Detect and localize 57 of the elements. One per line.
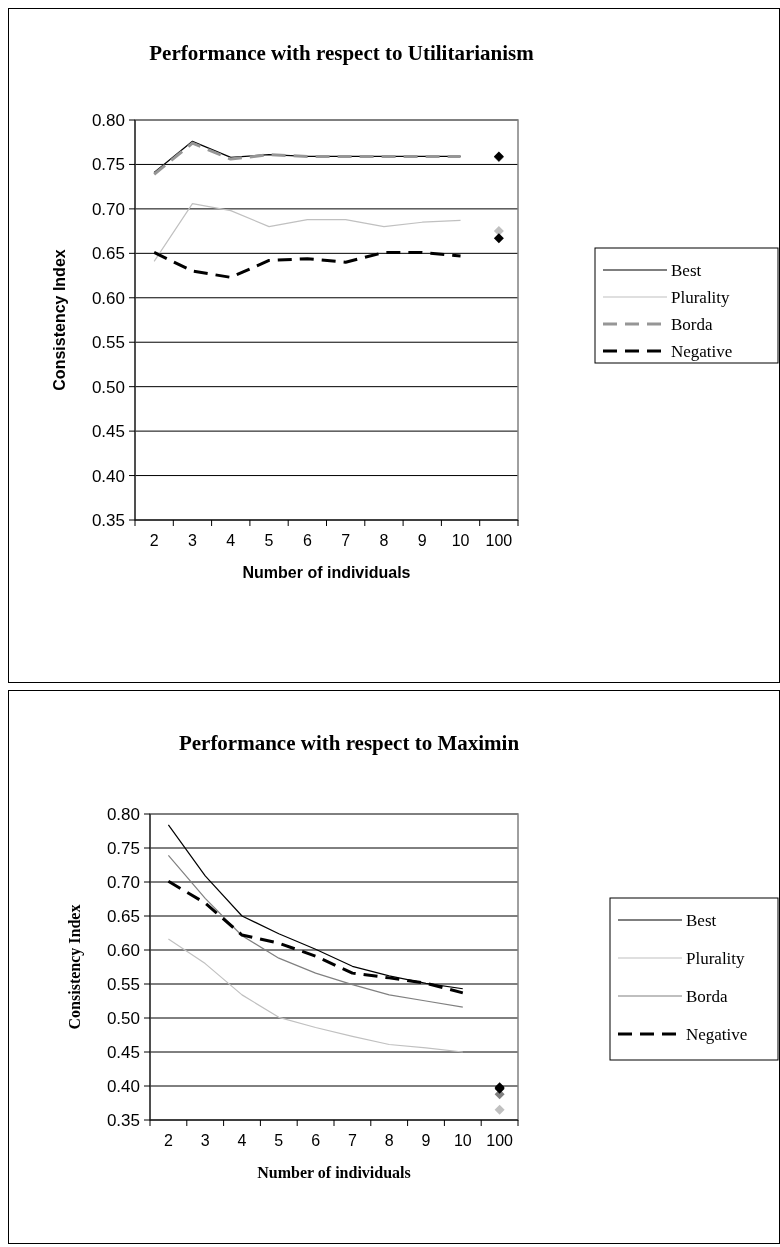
y-tick-label: 0.45 — [106, 1042, 140, 1062]
legend-label: Borda — [686, 987, 728, 1006]
y-tick-label: 0.45 — [91, 422, 125, 442]
legend-label: Borda — [671, 315, 713, 334]
y-tick-label: 0.75 — [91, 155, 125, 175]
y-tick-label: 0.60 — [106, 940, 140, 960]
x-axis-title: Number of individuals — [242, 564, 411, 581]
x-tick-label: 100 — [486, 1132, 514, 1149]
legend-label: Plurality — [671, 288, 731, 307]
legend-label: Best — [671, 261, 702, 280]
line-series — [167, 854, 464, 1008]
x-tick-label: 100 — [485, 532, 513, 549]
x-tick-label: 3 — [188, 532, 197, 549]
chart-title: Performance with respect to Maximin — [178, 731, 520, 755]
y-tick-label: 0.65 — [91, 244, 125, 264]
x-tick-label: 5 — [274, 1132, 284, 1149]
x-tick-label: 2 — [149, 532, 159, 549]
chart-title: Performance with respect to Utilitarianism — [149, 41, 535, 65]
y-tick-label: 0.65 — [106, 906, 140, 926]
x-tick-label: 4 — [237, 1132, 247, 1149]
x-tick-label: 9 — [417, 532, 427, 549]
y-tick-label: 0.50 — [91, 377, 125, 397]
x-tick-label: 6 — [302, 532, 312, 549]
x-tick-label: 7 — [341, 532, 351, 549]
line-series — [153, 202, 462, 262]
x-tick-label: 10 — [451, 532, 470, 549]
legend-label: Plurality — [686, 949, 746, 968]
x-axis-title: Number of individuals — [257, 1164, 411, 1181]
line-series — [167, 938, 464, 1053]
x-tick-label: 10 — [453, 1132, 472, 1149]
x-tick-label: 3 — [200, 1132, 210, 1149]
y-tick-label: 0.50 — [106, 1008, 140, 1028]
legend-label: Negative — [671, 342, 733, 361]
y-tick-label: 0.35 — [106, 1110, 140, 1130]
y-tick-label: 0.40 — [91, 466, 125, 486]
y-tick-label: 0.70 — [106, 872, 140, 892]
x-tick-label: 6 — [311, 1132, 321, 1149]
x-tick-label: 4 — [226, 532, 236, 549]
x-tick-label: 9 — [421, 1132, 431, 1149]
y-tick-label: 0.40 — [106, 1076, 140, 1096]
legend-label: Negative — [686, 1025, 748, 1044]
legend-label: Best — [686, 911, 717, 930]
y-tick-label: 0.80 — [106, 804, 140, 824]
x-tick-label: 7 — [347, 1132, 357, 1149]
y-tick-label: 0.70 — [91, 199, 125, 219]
x-tick-label: 8 — [379, 532, 389, 549]
y-tick-label: 0.55 — [91, 333, 125, 353]
x-tick-label: 2 — [163, 1132, 173, 1149]
x-tick-label: 5 — [264, 532, 274, 549]
y-tick-label: 0.35 — [91, 510, 125, 530]
x-tick-label: 8 — [384, 1132, 394, 1149]
y-tick-label: 0.80 — [91, 110, 125, 130]
y-axis-title: Consistency Index — [66, 904, 84, 1030]
y-axis-title: Consistency Index — [51, 249, 68, 391]
y-tick-label: 0.75 — [106, 838, 140, 858]
y-tick-label: 0.60 — [91, 288, 125, 308]
y-tick-label: 0.55 — [106, 974, 140, 994]
